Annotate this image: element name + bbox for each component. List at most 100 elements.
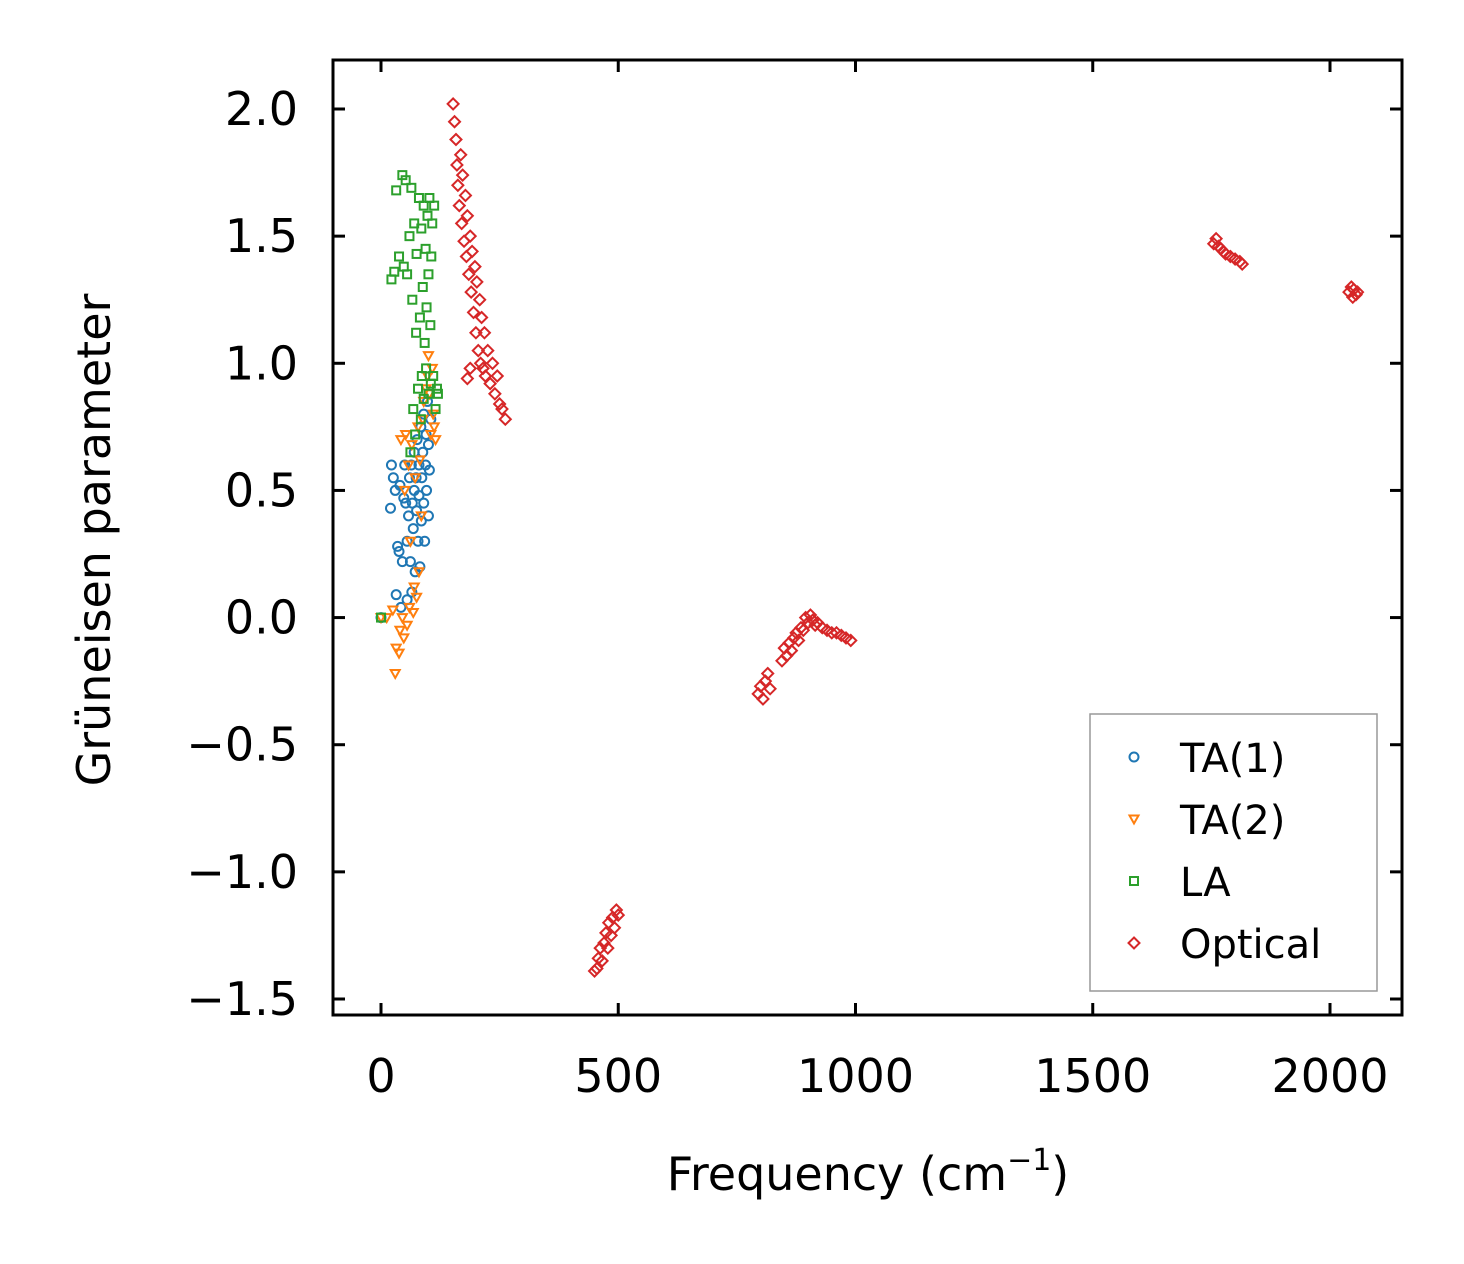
- la-point: [389, 266, 400, 277]
- optical-point: [487, 386, 502, 401]
- la-point: [430, 404, 441, 415]
- ta1-point: [403, 510, 415, 522]
- la-point: [423, 388, 434, 399]
- ta2-point: [415, 511, 428, 523]
- x-tick-label: 0: [366, 1049, 395, 1103]
- la-point: [411, 248, 422, 259]
- y-tick-label: 1.5: [225, 209, 298, 263]
- ta1-point: [390, 589, 402, 601]
- y-axis-ticks: −1.5 −1.0 −0.5 0.0 0.5 1.0 1.5 2.0: [186, 82, 1402, 1026]
- ta1-point: [418, 497, 430, 509]
- la-point: [400, 175, 411, 186]
- la-point: [425, 320, 436, 331]
- optical-point: [460, 208, 475, 223]
- la-point: [426, 251, 437, 262]
- ta2-point: [394, 435, 408, 447]
- ta1-point: [414, 561, 426, 573]
- la-point: [431, 383, 442, 394]
- ta2-point: [396, 613, 409, 625]
- x-axis-title: Frequency (cm−1): [667, 1143, 1070, 1201]
- ta1-point: [422, 439, 434, 451]
- ta1-point: [400, 497, 412, 509]
- ta1-point: [418, 408, 430, 420]
- optical-point: [464, 285, 479, 299]
- optical-point: [595, 953, 610, 968]
- optical-point: [589, 961, 604, 976]
- optical-point: [463, 361, 478, 376]
- la-point: [420, 243, 431, 254]
- la-point: [406, 182, 417, 193]
- la-point: [418, 200, 429, 211]
- optical-point: [798, 610, 813, 625]
- ta2-point: [400, 620, 414, 632]
- optical-point: [801, 615, 815, 630]
- la-point: [408, 404, 419, 415]
- legend-marker-optical: [1127, 936, 1141, 950]
- la-point: [402, 269, 413, 280]
- ta1-point: [385, 459, 397, 471]
- ta2-point: [393, 625, 407, 637]
- ta2-point: [398, 485, 411, 497]
- legend-label: TA(2): [1179, 798, 1285, 844]
- ta1-point: [413, 459, 425, 471]
- optical-point: [495, 402, 509, 416]
- x-tick-label: 500: [574, 1049, 662, 1103]
- optical-point: [474, 310, 489, 325]
- ta2-point: [405, 440, 419, 452]
- la-point: [405, 447, 416, 458]
- optical-point: [791, 633, 806, 648]
- optical-point: [763, 681, 778, 696]
- optical-point: [824, 625, 839, 640]
- la-point: [409, 218, 420, 229]
- optical-point: [483, 376, 498, 391]
- la-point: [416, 223, 427, 234]
- la-point: [417, 282, 428, 292]
- la-point: [391, 185, 402, 196]
- ta1-point: [393, 545, 405, 557]
- ta2-point: [389, 669, 402, 681]
- ta2-point: [397, 633, 410, 645]
- ta2-point: [426, 409, 440, 421]
- ta2-point: [424, 429, 438, 442]
- ta2-point: [386, 605, 400, 617]
- y-tick-label: 1.0: [225, 336, 298, 390]
- ta2-point: [399, 429, 412, 442]
- ta1-point: [404, 556, 416, 568]
- optical-point: [460, 371, 475, 386]
- legend-label: TA(1): [1179, 736, 1285, 782]
- ta2-point: [402, 460, 415, 472]
- x-axis-ticks: 0 500 1000 1500 2000: [366, 60, 1389, 1103]
- optical-point: [784, 643, 799, 658]
- la-point: [428, 371, 439, 381]
- ta1-point: [387, 472, 399, 484]
- y-tick-label: 0.5: [225, 463, 298, 517]
- ta1-point: [415, 515, 427, 527]
- la-point: [407, 294, 418, 305]
- ta2-point: [412, 567, 426, 579]
- optical-band-2040-2060: [1342, 280, 1365, 305]
- la-point: [419, 337, 430, 348]
- y-tick-label: −1.0: [186, 845, 298, 899]
- legend-entry-ta2: TA(2): [1127, 798, 1285, 844]
- optical-point: [466, 305, 481, 320]
- la-point: [415, 414, 426, 425]
- optical-point: [607, 920, 622, 935]
- legend-entry-la: LA: [1129, 860, 1231, 906]
- ta2-point: [392, 648, 406, 660]
- ta2-point: [410, 592, 423, 604]
- optical-point: [498, 412, 513, 427]
- ta2-point: [407, 607, 420, 620]
- ta2-point: [413, 455, 427, 467]
- optical-point: [452, 198, 467, 213]
- legend-entry-optical: Optical: [1127, 922, 1321, 968]
- legend-marker-ta1: [1128, 751, 1140, 763]
- y-tick-label: 2.0: [225, 82, 298, 136]
- optical-point: [803, 608, 818, 622]
- legend-marker-ta2: [1127, 814, 1141, 826]
- optical-point: [449, 132, 463, 147]
- optical-point: [477, 325, 492, 340]
- optical-point: [843, 633, 858, 648]
- optical-point: [463, 229, 478, 244]
